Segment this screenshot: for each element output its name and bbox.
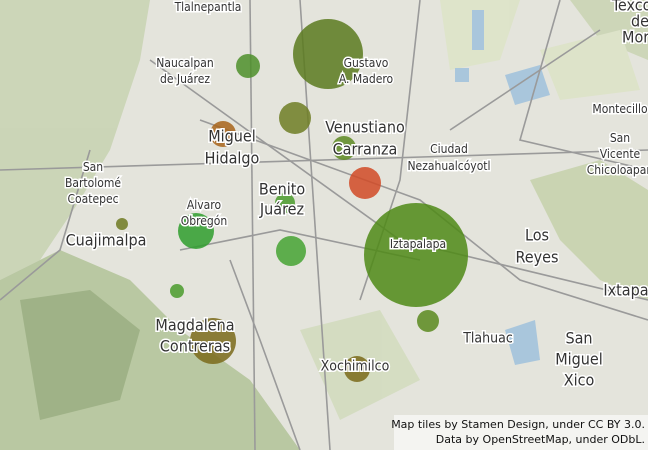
place-label: Reyes [515,247,558,266]
place-label: de Juárez [160,72,210,86]
place-label: Benito [259,179,306,198]
place-label: Chicoloapan [587,163,648,177]
place-label: Tlalnepantla [174,0,242,14]
place-label: Venustiano [325,117,405,136]
place-label: Juárez [259,199,304,218]
water [455,10,550,365]
place-label: Alvaro [187,198,222,212]
place-label: Coatepec [67,192,118,206]
place-label: Ciudad [430,142,468,156]
place-label: Miguel [555,349,603,368]
place-label: A. Madero [339,72,394,86]
place-label: Contreras [160,336,230,355]
place-label: Obregón [181,214,227,228]
place-label: Iztapalapa [390,237,446,251]
place-label: Carranza [333,139,398,158]
place-label: Hidalgo [205,148,260,167]
place-label: Mora [622,27,648,46]
place-label: Texcoco [611,0,648,14]
attribution-line: Map tiles by Stamen Design, under CC BY … [391,418,645,431]
attribution: Map tiles by Stamen Design, under CC BY … [391,415,648,450]
place-label: San [610,131,630,145]
place-labels: Tlalnepantla Naucalpan de Juárez Gustavo A. … [63,0,648,391]
place-label: San [565,328,592,347]
place-label: Xochimilco [321,359,390,375]
bubbles [116,19,468,382]
place-label: Vicente [600,147,641,161]
place-label: Miguel [208,126,256,145]
place-label: Naucalpan [156,56,213,70]
place-label: Magdalena [155,315,234,334]
place-label: Los [525,225,549,244]
place-label: Bartolomé [65,176,121,190]
place-label: Xico [564,370,595,389]
place-label: Gustavo [344,56,389,70]
place-label: San [83,160,103,174]
place-label: de [631,11,648,30]
place-label: Cuajimalpa [66,230,147,249]
attribution-line: Data by OpenStreetMap, under ODbL. [436,433,645,446]
place-label: Montecillo [592,102,648,116]
place-label: Ixtapa [603,280,648,299]
place-label: Tlahuac [462,331,513,347]
place-label: Nezahualcóyotl [407,159,490,173]
